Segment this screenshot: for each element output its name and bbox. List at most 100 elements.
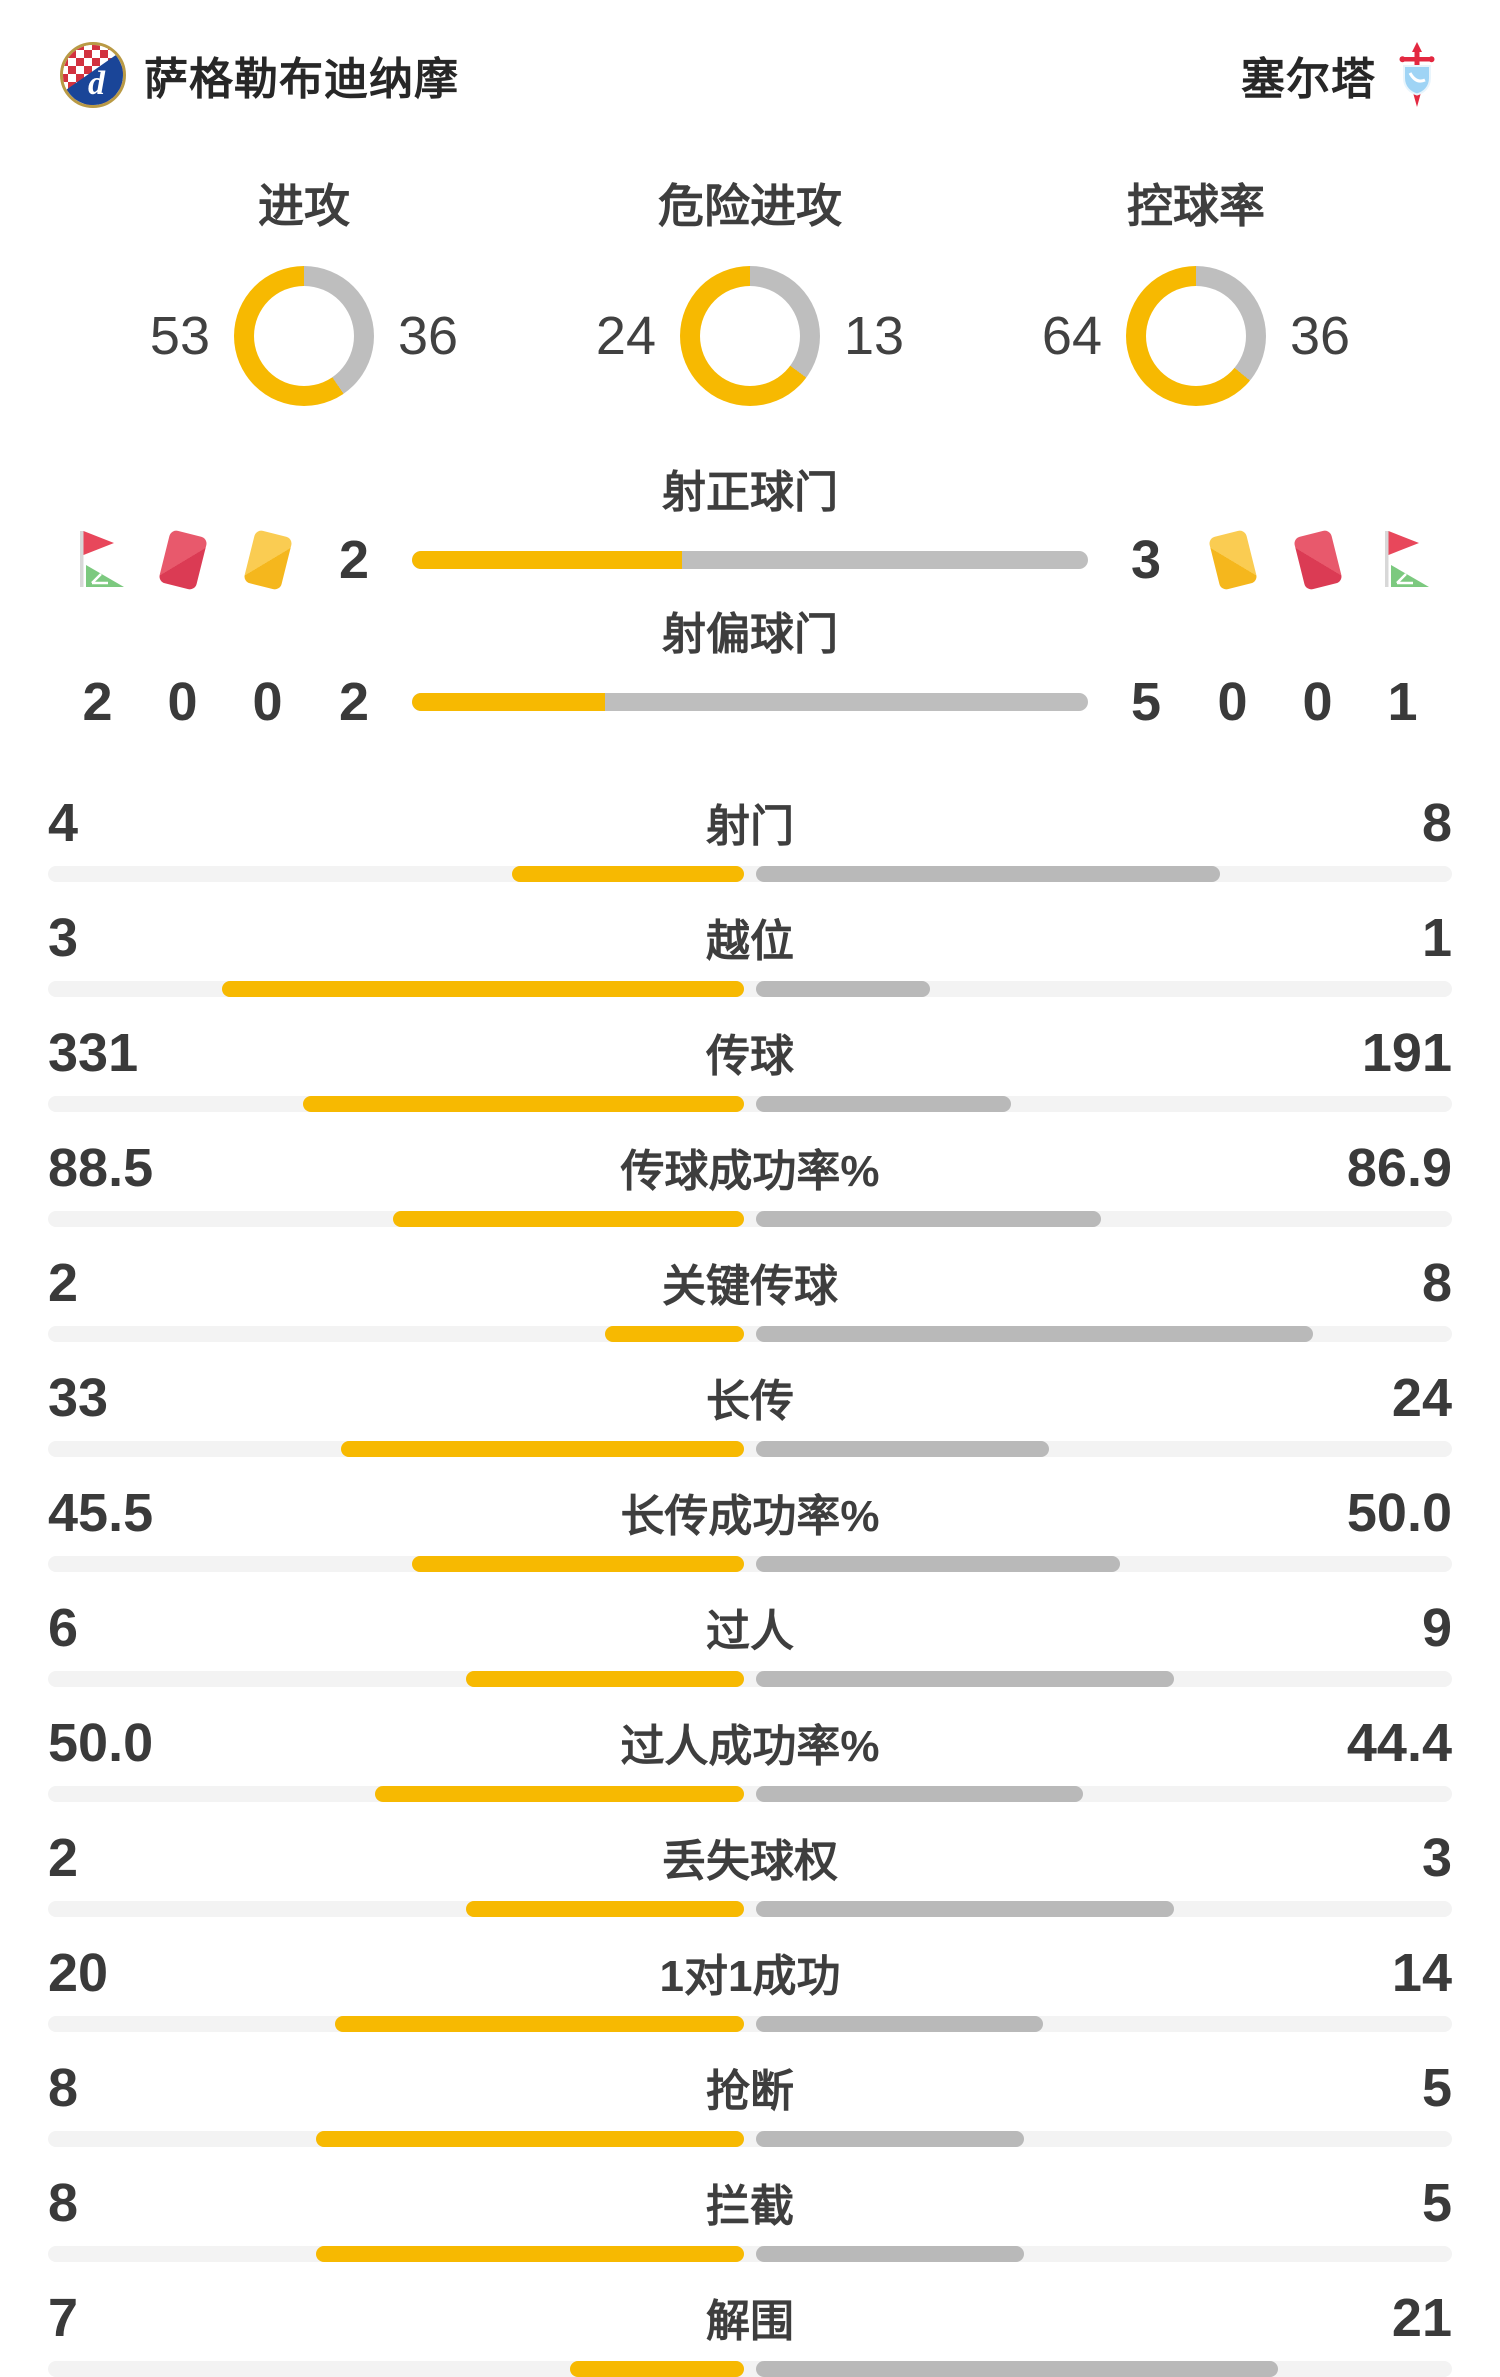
shots-off-target-label: 射偏球门 bbox=[662, 610, 838, 659]
stat-label: 解围 bbox=[706, 2297, 794, 2346]
donut-home-value: 24 bbox=[595, 306, 656, 366]
stat-bar-track bbox=[48, 2016, 1452, 2032]
stat-row: 2 丢失球权 3 bbox=[48, 1825, 1452, 1917]
stat-label: 传球 bbox=[706, 1032, 794, 1081]
stat-bar-away-fill bbox=[756, 2361, 1278, 2377]
stat-bar-home-fill bbox=[466, 1671, 744, 1687]
match-header: d 萨格勒布迪纳摩 塞尔塔 bbox=[0, 0, 1500, 108]
stat-row: 2 关键传球 8 bbox=[48, 1250, 1452, 1342]
stat-home-value: 33 bbox=[48, 1368, 109, 1428]
stat-bar-track bbox=[48, 1556, 1452, 1572]
stat-bar-away-fill bbox=[756, 1556, 1120, 1572]
stat-row: 8 拦截 5 bbox=[48, 2170, 1452, 2262]
donut-label: 控球率 bbox=[1127, 180, 1265, 232]
shots-on-target-row: 2 3 bbox=[0, 528, 1500, 592]
stat-row: 20 1对1成功 14 bbox=[48, 1940, 1452, 2032]
stat-bar-home-fill bbox=[466, 1901, 744, 1917]
stat-bar-track bbox=[48, 2361, 1452, 2377]
shots-section: 射正球门 2 3 射偏球门 2 0 0 bbox=[0, 456, 1500, 734]
stat-bar-track bbox=[48, 866, 1452, 882]
stat-row: 8 抢断 5 bbox=[48, 2055, 1452, 2147]
donut-ring bbox=[680, 266, 820, 406]
stat-label: 丢失球权 bbox=[662, 1837, 838, 1886]
stat-home-value: 3 bbox=[48, 908, 79, 968]
donut-away-value: 36 bbox=[398, 306, 459, 366]
stat-row: 6 过人 9 bbox=[48, 1595, 1452, 1687]
stat-home-value: 20 bbox=[48, 1943, 109, 2003]
stat-bar-track bbox=[48, 1326, 1452, 1342]
donut-label: 进攻 bbox=[258, 180, 350, 232]
stat-home-value: 2 bbox=[48, 1253, 79, 1313]
donut-home-value: 64 bbox=[1041, 306, 1102, 366]
stat-away-value: 5 bbox=[1421, 2173, 1452, 2233]
stat-bar-track bbox=[48, 1211, 1452, 1227]
donut-ring bbox=[234, 266, 374, 406]
stat-bar-away-fill bbox=[756, 866, 1220, 882]
home-yellow-cards-count: 0 bbox=[252, 672, 283, 732]
stat-label: 1对1成功 bbox=[659, 1952, 841, 2001]
shots-off-target-bar-home-fill bbox=[412, 693, 606, 711]
stat-bar-home-fill bbox=[316, 2246, 744, 2262]
home-corners-count: 2 bbox=[82, 672, 113, 732]
away-red-cards-count: 0 bbox=[1302, 672, 1333, 732]
stat-home-value: 331 bbox=[48, 1023, 139, 1083]
shots-off-target-away-value: 5 bbox=[1130, 672, 1162, 732]
home-red-cards-count: 0 bbox=[167, 672, 198, 732]
stat-bar-home-fill bbox=[375, 1786, 744, 1802]
away-team-name: 塞尔塔 bbox=[1241, 55, 1376, 104]
donut-charts-section: 进攻 53 36 危险进攻 24 13 控球率 64 36 bbox=[0, 170, 1500, 406]
stat-home-value: 7 bbox=[48, 2288, 79, 2348]
stat-row: 45.5 长传成功率% 50.0 bbox=[48, 1480, 1452, 1572]
stat-label: 长传 bbox=[706, 1377, 794, 1426]
stat-home-value: 50.0 bbox=[48, 1713, 154, 1773]
stat-home-value: 4 bbox=[48, 793, 79, 853]
shots-off-target-row: 2 0 0 2 5 0 0 1 bbox=[0, 670, 1500, 734]
stat-bar-away-fill bbox=[756, 1326, 1313, 1342]
stat-bar-track bbox=[48, 1671, 1452, 1687]
stat-bar-away-fill bbox=[756, 2131, 1024, 2147]
shots-on-target-label: 射正球门 bbox=[662, 468, 838, 517]
stat-bar-track bbox=[48, 1901, 1452, 1917]
stat-bar-home-fill bbox=[335, 2016, 744, 2032]
stat-away-value: 1 bbox=[1421, 908, 1452, 968]
stat-row: 33 长传 24 bbox=[48, 1365, 1452, 1457]
stat-bar-away-fill bbox=[756, 1441, 1049, 1457]
stat-away-value: 50.0 bbox=[1346, 1483, 1452, 1543]
stat-bar-track bbox=[48, 2246, 1452, 2262]
corner-flag-icon bbox=[1384, 531, 1429, 587]
donut-away-value: 13 bbox=[844, 306, 905, 366]
donut-ring bbox=[1126, 266, 1266, 406]
stat-label: 抢断 bbox=[706, 2067, 794, 2116]
stat-home-value: 8 bbox=[48, 2058, 79, 2118]
stat-bar-track bbox=[48, 981, 1452, 997]
shots-on-target-away-value: 3 bbox=[1130, 530, 1162, 590]
stat-label: 关键传球 bbox=[662, 1262, 838, 1311]
stat-home-value: 8 bbox=[48, 2173, 79, 2233]
stat-bar-home-fill bbox=[570, 2361, 744, 2377]
stat-label: 越位 bbox=[706, 917, 794, 966]
stat-bar-away-fill bbox=[756, 2246, 1024, 2262]
stat-row: 50.0 过人成功率% 44.4 bbox=[48, 1710, 1452, 1802]
away-yellow-cards-count: 0 bbox=[1217, 672, 1248, 732]
stat-away-value: 8 bbox=[1421, 1253, 1452, 1313]
stat-bar-home-fill bbox=[341, 1441, 744, 1457]
stat-away-value: 8 bbox=[1421, 793, 1452, 853]
stat-label: 过人 bbox=[706, 1607, 794, 1656]
corner-flag-icon bbox=[79, 531, 124, 587]
svg-text:d: d bbox=[88, 65, 106, 102]
shots-on-target-home-value: 2 bbox=[338, 530, 370, 590]
stat-label: 过人成功率% bbox=[620, 1722, 880, 1771]
stat-row: 331 传球 191 bbox=[48, 1020, 1452, 1112]
stat-home-value: 88.5 bbox=[48, 1138, 154, 1198]
stat-row: 7 解围 21 bbox=[48, 2285, 1452, 2377]
stat-bar-home-fill bbox=[303, 1096, 744, 1112]
stat-bar-home-fill bbox=[222, 981, 744, 997]
away-team: 塞尔塔 bbox=[1241, 42, 1440, 108]
donut-chart: 进攻 53 36 bbox=[94, 170, 514, 406]
stat-bar-track bbox=[48, 1441, 1452, 1457]
shots-off-target-bar bbox=[412, 693, 1088, 711]
stat-away-value: 44.4 bbox=[1346, 1713, 1452, 1773]
stat-bar-track bbox=[48, 1096, 1452, 1112]
stat-bar-away-fill bbox=[756, 1671, 1174, 1687]
